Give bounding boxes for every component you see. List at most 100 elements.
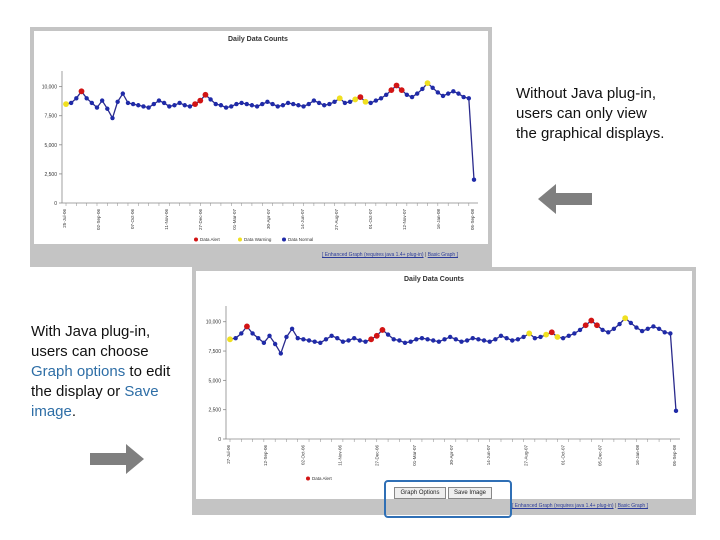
data-point [275, 104, 280, 109]
data-point [543, 331, 550, 338]
enhanced-graph-link[interactable]: [ Enhanced Graph (requires java 1.4+ plu… [512, 503, 614, 509]
y-tick-label: 2,500 [208, 408, 221, 414]
bottom-chart-title: Daily Data Counts [404, 276, 464, 283]
save-image-button[interactable]: Save Image [448, 487, 492, 499]
x-tick-label: 27-Aug-07 [523, 445, 528, 467]
data-point [74, 96, 79, 101]
data-point [296, 103, 301, 108]
data-point [202, 91, 209, 98]
x-tick-label: 25-Jul-06 [62, 209, 67, 228]
basic-graph-link[interactable]: Basic Graph ] [427, 252, 458, 258]
data-point [526, 330, 533, 337]
data-point [254, 104, 260, 109]
data-point [532, 335, 538, 341]
data-point [146, 105, 151, 110]
data-point [384, 92, 389, 97]
data-point [352, 335, 357, 341]
x-tick-label: 05-Dec-07 [598, 445, 603, 467]
data-point [404, 92, 410, 97]
x-tick-label: 16-Jan-08 [635, 445, 640, 466]
data-point [420, 86, 425, 92]
top-graph-panel: Daily Data Counts 0 2,500 5,000 7,500 10,000… [30, 27, 492, 267]
x-tick-label: 30-Apr-07 [266, 209, 271, 230]
y-tick-label: 10,000 [206, 320, 222, 326]
x-tick-label: 12-Sep-06 [263, 445, 268, 467]
data-point [316, 100, 322, 106]
data-point [172, 103, 177, 108]
data-point [336, 95, 343, 102]
data-point [466, 96, 472, 101]
data-point [306, 338, 312, 343]
x-tick-label: 07-Oct-06 [130, 209, 135, 230]
y-tick-label: 5,000 [208, 378, 221, 384]
x-tick-label: 14-Jun-07 [300, 209, 305, 230]
data-point [130, 101, 136, 107]
data-point [249, 103, 255, 108]
legend-marker [238, 237, 242, 242]
data-point [363, 339, 368, 344]
data-point [125, 100, 131, 106]
data-point [284, 334, 289, 340]
data-point [323, 337, 329, 342]
data-point [611, 326, 617, 331]
data-point [373, 332, 380, 339]
data-point [227, 336, 233, 343]
data-point [385, 332, 391, 337]
enhanced-graph-link[interactable]: [ Enhanced Graph (requires java 1.4+ plu… [322, 252, 424, 258]
data-point [397, 338, 402, 343]
data-point [419, 335, 425, 341]
callout-with-java: With Java plug-in, users can choose Grap… [31, 322, 176, 422]
data-point [379, 327, 386, 333]
data-point [470, 335, 475, 341]
data-point [267, 333, 272, 338]
data-point [440, 93, 446, 99]
data-point [244, 101, 249, 107]
data-point [156, 98, 162, 103]
data-point [600, 327, 605, 333]
top-footer-links: [ Enhanced Graph (requires java 1.4+ plu… [322, 252, 458, 258]
data-point [89, 100, 95, 106]
data-point [459, 339, 464, 344]
data-point [301, 104, 306, 109]
data-point [617, 321, 622, 327]
graph-options-button[interactable]: Graph Options [394, 487, 446, 499]
data-point [340, 339, 346, 344]
data-point [318, 340, 323, 346]
data-point [373, 98, 379, 103]
x-tick-label: 05-Sep-08 [470, 209, 475, 231]
bottom-graph-panel: Daily Data Counts 0 2,500 5,000 7,500 10,000… [192, 267, 696, 515]
legend-marker [282, 237, 286, 242]
data-point [668, 331, 673, 336]
data-point [651, 324, 656, 329]
data-point [430, 85, 435, 90]
data-point [362, 98, 369, 105]
data-point [461, 94, 466, 100]
data-point [481, 338, 487, 343]
basic-graph-link[interactable]: Basic Graph ] [617, 503, 648, 509]
data-point [151, 101, 156, 107]
data-point [560, 335, 566, 341]
data-point [78, 88, 85, 95]
data-point [357, 338, 363, 343]
x-tick-label: 11-Nov-06 [338, 445, 343, 466]
data-point [239, 331, 244, 336]
data-point [270, 101, 275, 107]
data-point [388, 87, 395, 94]
data-point [476, 337, 481, 342]
x-tick-label: 27-Aug-07 [334, 209, 339, 231]
callout-text: to edit the display or [31, 363, 171, 400]
y-tick-label: 5,000 [44, 143, 57, 149]
data-point [335, 335, 340, 341]
data-point [357, 94, 364, 101]
data-point [554, 334, 561, 340]
data-point [120, 91, 126, 96]
data-point [566, 333, 571, 338]
data-point [498, 333, 504, 338]
x-tick-label: 02-Sep-06 [96, 209, 101, 231]
data-point [634, 325, 639, 330]
data-point [182, 103, 187, 108]
data-point [63, 101, 69, 107]
data-point [322, 103, 327, 108]
data-point [213, 101, 218, 107]
data-point [306, 101, 311, 107]
